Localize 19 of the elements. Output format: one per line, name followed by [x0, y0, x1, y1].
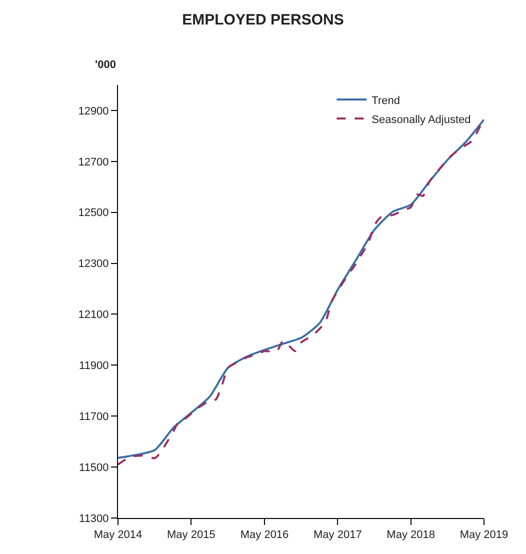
legend-label: Seasonally Adjusted [372, 114, 471, 126]
y-tick-label: 12100 [78, 309, 109, 322]
y-axis-title: '000 [95, 59, 116, 71]
x-tick-label: May 2014 [94, 529, 142, 542]
y-tick-label: 12300 [78, 258, 109, 270]
legend-label: Trend [372, 94, 400, 107]
y-tick-label: 12500 [78, 207, 109, 220]
chart-title: EMPLOYED PERSONS [182, 11, 344, 28]
x-tick-label: May 2019 [460, 529, 508, 542]
y-tick-label: 12700 [78, 156, 109, 168]
y-tick-label: 11500 [79, 462, 109, 474]
x-tick-label: May 2015 [167, 529, 216, 542]
y-tick-label: 11700 [79, 410, 109, 423]
x-tick-label: May 2018 [386, 529, 435, 542]
x-tick-label: May 2017 [314, 529, 362, 542]
x-tick-label: May 2016 [240, 529, 289, 542]
y-tick-label: 11900 [79, 360, 109, 372]
y-tick-label: 12900 [78, 105, 109, 118]
y-tick-label: 11300 [79, 512, 109, 525]
